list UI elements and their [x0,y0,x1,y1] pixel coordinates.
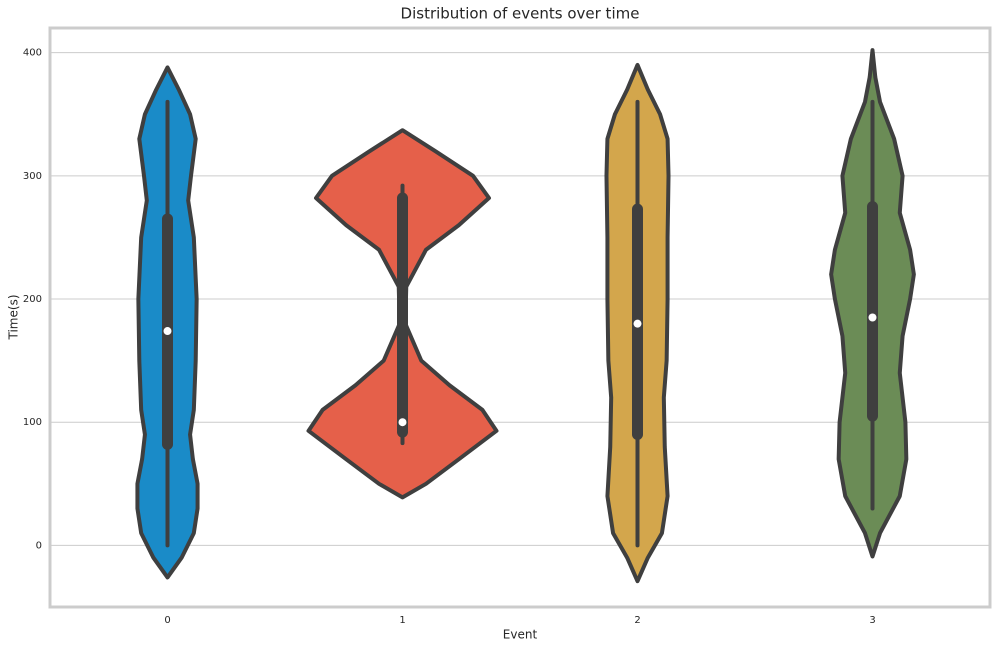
y-tick-label: 400 [23,48,42,59]
y-tick-label: 300 [23,171,42,182]
x-axis-label: Event [503,628,538,642]
median-point [868,313,877,322]
chart-title: Distribution of events over time [401,5,640,23]
plot-border [48,26,992,609]
x-tick-label: 2 [634,615,640,626]
x-tick-label: 0 [164,615,170,626]
y-tick-label: 100 [23,417,42,428]
median-point [163,327,172,336]
y-tick-label: 0 [36,540,42,551]
x-tick-label: 3 [869,615,875,626]
y-tick-label: 200 [23,294,42,305]
median-point [398,418,407,427]
y-axis-label: Time(s) [7,295,21,341]
median-point [633,319,642,328]
x-tick-label: 1 [399,615,405,626]
